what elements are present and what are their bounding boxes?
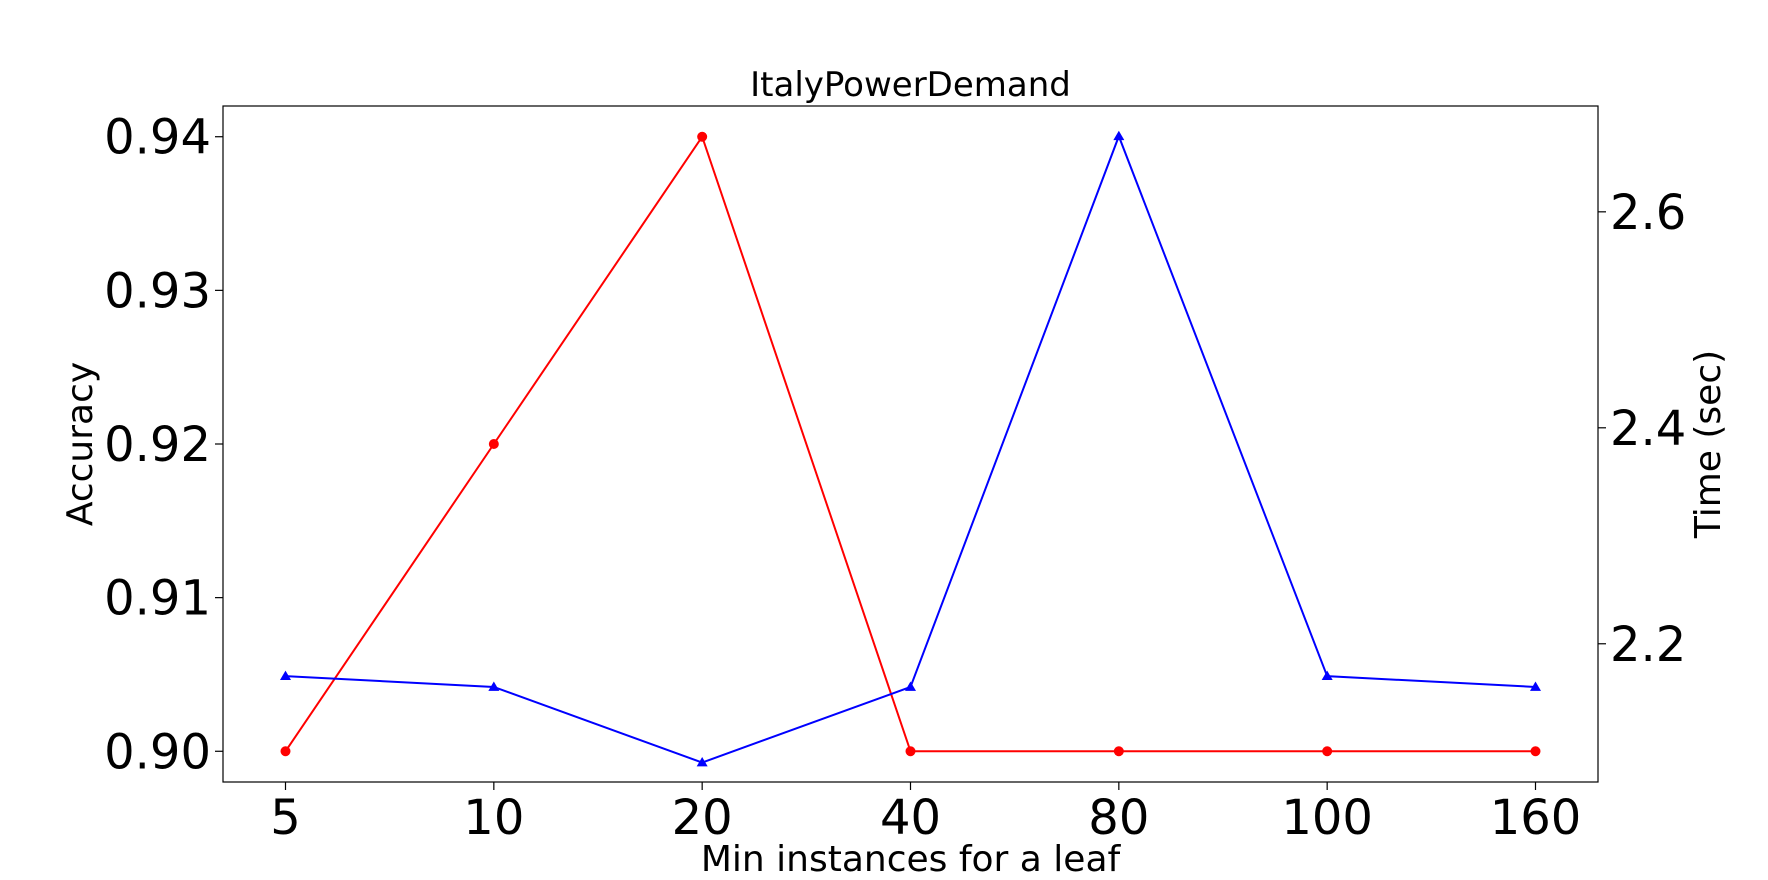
x-tick-label: 160 <box>1490 790 1582 846</box>
x-tick-label: 100 <box>1281 790 1373 846</box>
series-0-point <box>1322 746 1333 757</box>
series-1-point <box>1530 681 1541 691</box>
x-tick-label: 5 <box>270 790 301 846</box>
plot-frame <box>222 105 1599 783</box>
y-right-tick-label: 2.6 <box>1610 185 1686 241</box>
series-0-point <box>280 746 291 757</box>
series-0-point <box>1113 746 1124 757</box>
series-0-point <box>905 746 916 757</box>
y-right-tick-label: 2.4 <box>1610 401 1686 457</box>
y-axis-right-ticks: 2.2 2.4 2.6 <box>1598 185 1686 673</box>
x-axis-label: Min instances for a leaf <box>701 839 1122 875</box>
y-axis-label-left: Accuracy <box>60 362 101 526</box>
series-1-point <box>1321 670 1333 681</box>
y-left-tick-label: 0.94 <box>104 110 211 166</box>
series-1-point <box>1113 130 1125 141</box>
series-1-point <box>905 681 916 691</box>
series-0-point <box>1530 746 1541 757</box>
series-line-1 <box>285 133 1536 764</box>
series-0-point <box>697 131 708 142</box>
series-layer <box>280 130 1541 767</box>
x-axis-ticks: 5 10 20 40 80 100 160 <box>270 782 1581 846</box>
series-0-point <box>488 439 499 449</box>
y-left-tick-label: 0.91 <box>104 571 211 627</box>
y-left-tick-label: 0.93 <box>104 263 211 319</box>
series-line-0 <box>284 134 1536 753</box>
x-tick-label: 80 <box>1088 790 1149 846</box>
x-tick-label: 20 <box>672 790 733 846</box>
y-left-tick-label: 0.90 <box>104 724 211 780</box>
x-tick-label: 40 <box>880 790 941 846</box>
y-axis-label-right: Time (sec) <box>1688 350 1729 539</box>
y-left-tick-label: 0.92 <box>104 417 211 473</box>
series-1-point <box>280 670 291 681</box>
series-1-point <box>696 757 708 767</box>
series-1-point <box>488 681 500 691</box>
x-tick-label: 10 <box>463 790 524 846</box>
chart-title: ItalyPowerDemand <box>750 65 1071 105</box>
y-axis-left-ticks: 0.90 0.91 0.92 0.93 0.94 <box>104 110 223 780</box>
y-right-tick-label: 2.2 <box>1610 617 1686 673</box>
